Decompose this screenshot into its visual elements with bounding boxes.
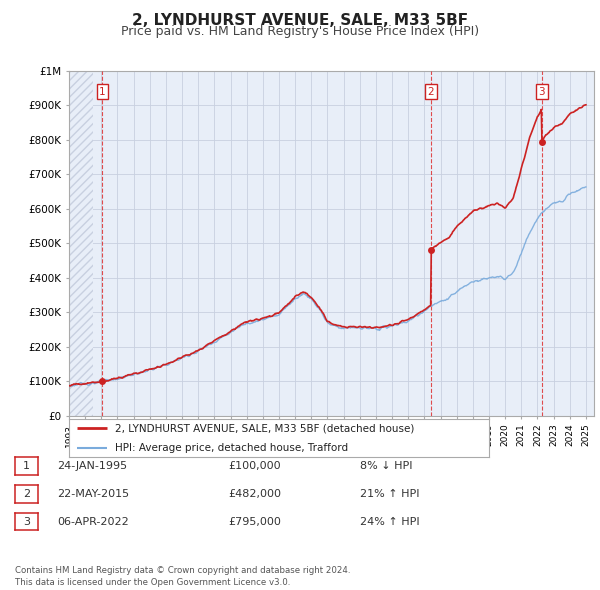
Text: 1: 1: [23, 461, 30, 471]
Text: 21% ↑ HPI: 21% ↑ HPI: [360, 489, 419, 499]
Text: Price paid vs. HM Land Registry's House Price Index (HPI): Price paid vs. HM Land Registry's House …: [121, 25, 479, 38]
Text: 2, LYNDHURST AVENUE, SALE, M33 5BF: 2, LYNDHURST AVENUE, SALE, M33 5BF: [132, 13, 468, 28]
Text: 3: 3: [23, 517, 30, 526]
Text: Contains HM Land Registry data © Crown copyright and database right 2024.
This d: Contains HM Land Registry data © Crown c…: [15, 566, 350, 587]
Text: 2: 2: [428, 87, 434, 97]
Text: 24-JAN-1995: 24-JAN-1995: [57, 461, 127, 471]
Text: 1: 1: [99, 87, 106, 97]
Bar: [69, 0, 93, 416]
Text: 8% ↓ HPI: 8% ↓ HPI: [360, 461, 413, 471]
Text: 3: 3: [539, 87, 545, 97]
Text: 06-APR-2022: 06-APR-2022: [57, 517, 129, 526]
Text: 22-MAY-2015: 22-MAY-2015: [57, 489, 129, 499]
Text: £482,000: £482,000: [228, 489, 281, 499]
Text: £100,000: £100,000: [228, 461, 281, 471]
Text: 2: 2: [23, 489, 30, 499]
Text: HPI: Average price, detached house, Trafford: HPI: Average price, detached house, Traf…: [115, 442, 349, 453]
Text: £795,000: £795,000: [228, 517, 281, 526]
Text: 24% ↑ HPI: 24% ↑ HPI: [360, 517, 419, 526]
Text: 2, LYNDHURST AVENUE, SALE, M33 5BF (detached house): 2, LYNDHURST AVENUE, SALE, M33 5BF (deta…: [115, 424, 415, 434]
